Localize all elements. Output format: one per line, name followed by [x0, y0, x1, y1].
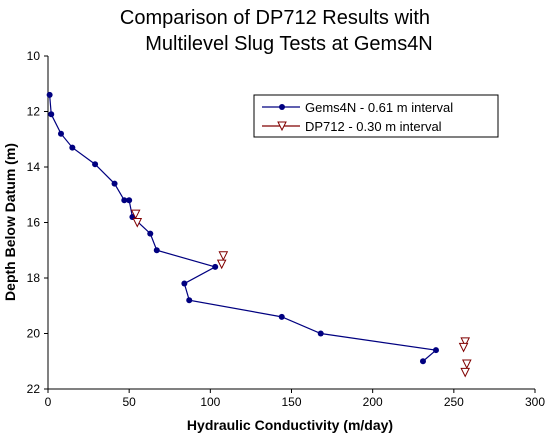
legend-marker-dp712	[277, 121, 287, 132]
x-tick-label-5: 250	[444, 395, 464, 409]
y-tick-label-1: 12	[27, 105, 41, 119]
point-dp712-7	[460, 367, 471, 378]
point-dp712-6	[462, 359, 472, 370]
y-axis-label: Depth Below Datum (m)	[2, 143, 18, 301]
point-dp712-4	[460, 337, 471, 347]
point-gems4n-7	[126, 197, 133, 204]
x-tick-label-3: 150	[281, 395, 301, 409]
x-tick-label-6: 300	[525, 395, 545, 409]
x-axis-label: Hydraulic Conductivity (m/day)	[187, 417, 393, 433]
point-gems4n-6	[121, 197, 128, 204]
point-gems4n-13	[186, 297, 193, 304]
tick-marks: 0 50 100 150 200 250 300 10 12 14 16 18 20 22	[27, 49, 546, 409]
point-gems4n-14	[278, 313, 285, 320]
legend-marker-gems4n	[279, 104, 285, 110]
y-tick-label-4: 18	[27, 271, 41, 285]
point-gems4n-17	[419, 358, 426, 365]
y-tick-label-2: 14	[27, 160, 41, 174]
point-gems4n-15	[317, 330, 324, 337]
point-gems4n-11	[212, 263, 219, 270]
x-tick-label-0: 0	[45, 395, 52, 409]
legend-label-dp712: DP712 - 0.30 m interval	[305, 119, 442, 134]
y-tick-label-6: 22	[27, 382, 41, 396]
point-gems4n-5	[111, 180, 118, 187]
y-tick-label-3: 16	[27, 216, 41, 230]
chart-title-line-1: Comparison of DP712 Results with	[119, 7, 431, 29]
y-tick-label-0: 10	[27, 49, 41, 63]
point-gems4n-0	[46, 91, 53, 98]
point-dp712-2	[218, 251, 229, 261]
point-gems4n-9	[147, 230, 154, 237]
point-dp712-0	[130, 209, 141, 220]
point-gems4n-16	[432, 347, 439, 354]
point-dp712-3	[216, 259, 227, 270]
point-gems4n-3	[69, 144, 76, 151]
x-tick-label-4: 200	[363, 395, 383, 409]
x-tick-label-2: 100	[200, 395, 220, 409]
point-gems4n-1	[48, 111, 55, 118]
x-tick-label-1: 50	[122, 395, 136, 409]
chart-title-line-2: Multilevel Slug Tests at Gems4N	[145, 33, 433, 55]
y-tick-label-5: 20	[27, 327, 41, 341]
point-gems4n-10	[153, 247, 160, 254]
plot-area	[46, 91, 472, 378]
point-gems4n-4	[92, 161, 99, 168]
point-dp712-1	[132, 218, 143, 228]
point-gems4n-12	[181, 280, 188, 287]
point-dp712-5	[458, 342, 469, 353]
legend: Gems4N - 0.61 m interval DP712 - 0.30 m …	[253, 94, 499, 138]
legend-label-gems4n: Gems4N - 0.61 m interval	[305, 100, 453, 115]
point-gems4n-2	[57, 130, 64, 137]
legend-box	[253, 94, 499, 138]
